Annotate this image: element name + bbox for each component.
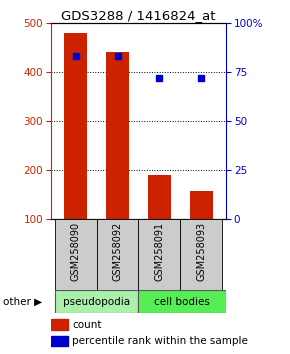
Bar [51, 336, 68, 346]
Text: GSM258093: GSM258093 [196, 222, 206, 281]
Text: cell bodies: cell bodies [154, 297, 210, 307]
Bar [148, 175, 171, 219]
Text: count: count [72, 320, 102, 330]
Bar [180, 219, 222, 292]
Bar [139, 290, 226, 313]
Text: pseudopodia: pseudopodia [63, 297, 130, 307]
Point [115, 53, 120, 59]
Point [73, 53, 78, 59]
Text: GSM258092: GSM258092 [113, 222, 123, 281]
Text: percentile rank within the sample: percentile rank within the sample [72, 336, 248, 346]
Bar [51, 319, 68, 330]
Bar [55, 219, 97, 292]
Bar [97, 219, 139, 292]
Text: GSM258091: GSM258091 [154, 222, 164, 281]
Bar [106, 52, 129, 219]
Text: GSM258090: GSM258090 [71, 222, 81, 281]
Text: other ▶: other ▶ [3, 297, 42, 307]
Point [199, 75, 204, 81]
Bar [190, 192, 213, 219]
Bar [139, 219, 180, 292]
Bar [64, 33, 87, 219]
Bar [55, 290, 139, 313]
Point [157, 75, 162, 81]
Title: GDS3288 / 1416824_at: GDS3288 / 1416824_at [61, 9, 216, 22]
